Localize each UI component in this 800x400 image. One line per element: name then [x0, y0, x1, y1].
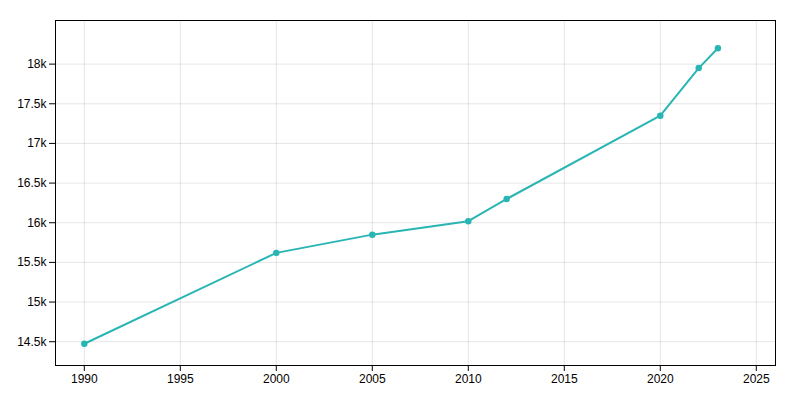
svg-text:17k: 17k: [27, 136, 47, 150]
svg-text:2010: 2010: [455, 372, 482, 386]
svg-text:16.5k: 16.5k: [17, 176, 47, 190]
svg-text:1990: 1990: [71, 372, 98, 386]
svg-text:1995: 1995: [167, 372, 194, 386]
svg-text:2025: 2025: [743, 372, 770, 386]
svg-text:14.5k: 14.5k: [17, 335, 47, 349]
svg-text:18k: 18k: [27, 57, 47, 71]
svg-text:2005: 2005: [359, 372, 386, 386]
svg-text:15k: 15k: [27, 295, 47, 309]
svg-text:2020: 2020: [647, 372, 674, 386]
svg-text:15.5k: 15.5k: [17, 255, 47, 269]
svg-text:17.5k: 17.5k: [17, 97, 47, 111]
svg-text:2000: 2000: [263, 372, 290, 386]
svg-text:16k: 16k: [27, 216, 47, 230]
svg-text:2015: 2015: [551, 372, 578, 386]
